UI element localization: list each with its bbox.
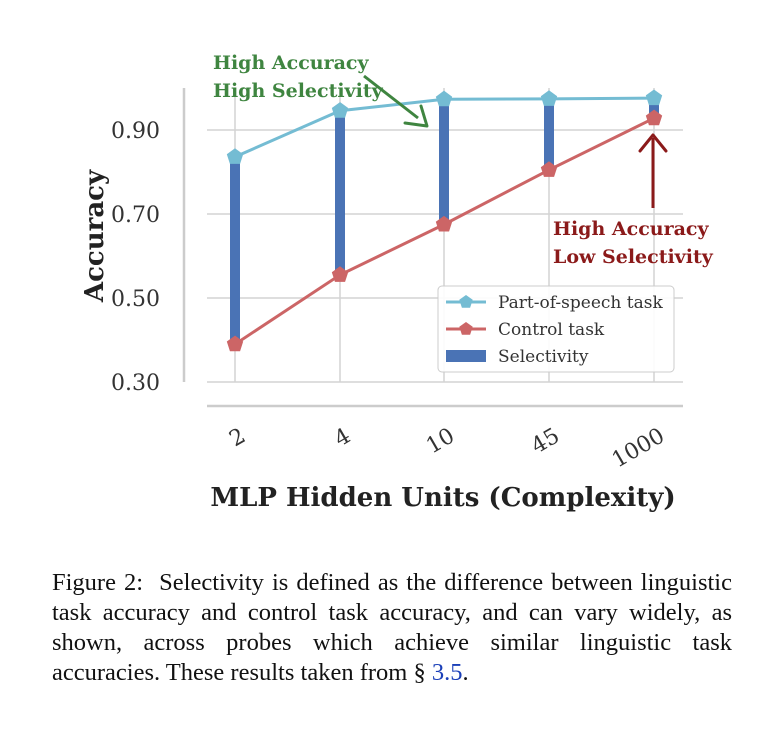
caption-label: Figure 2:	[52, 569, 144, 596]
y-tick-label-0: 0.30	[111, 371, 160, 396]
annotation-high-selectivity: High Accuracy High Selectivity	[213, 52, 429, 128]
arrow-red-head	[638, 133, 668, 153]
series-0-point-10	[435, 90, 453, 107]
annotation-low-selectivity-line2: Low Selectivity	[553, 246, 714, 268]
y-axis-title: Accuracy	[80, 169, 110, 303]
series-1-point-45	[540, 161, 558, 177]
selectivity-bar-4	[335, 110, 345, 275]
legend-box	[437, 285, 675, 373]
y-tick-label-2: 0.70	[111, 203, 160, 228]
caption-section-ref[interactable]: 3.5	[431, 659, 463, 686]
legend-swatch-selectivity	[446, 350, 486, 362]
x-tick-label-1: 4	[330, 424, 355, 453]
selectivity-bar-10	[439, 99, 449, 225]
series-0-point-2	[226, 148, 244, 164]
y-tick-label-3: 0.90	[111, 119, 160, 144]
legend-label-1: Control task	[498, 320, 605, 340]
x-tick-label-3: 45	[527, 424, 564, 460]
series-1-point-1000	[645, 109, 663, 126]
figure-caption: Figure 2: Selectivity is defined as the …	[52, 568, 732, 688]
chart-axes	[182, 88, 683, 408]
selectivity-bar-45	[544, 98, 554, 170]
series-1-point-4	[331, 266, 349, 282]
selectivity-bar-1000	[649, 98, 659, 119]
annotation-high-selectivity-line1: High Accuracy	[213, 52, 369, 74]
selectivity-bars	[230, 98, 659, 345]
series-1-point-2	[226, 335, 244, 352]
x-tick-label-0: 2	[225, 424, 250, 453]
caption-end: .	[462, 659, 469, 686]
series-0-point-45	[540, 90, 558, 106]
y-tick-label-1: 0.50	[111, 287, 160, 312]
series-0-point-1000	[645, 89, 663, 106]
x-axis-title: MLP Hidden Units (Complexity)	[210, 483, 675, 513]
arrow-green-head	[403, 104, 429, 128]
legend-marker-1	[459, 322, 473, 335]
caption-text: Selectivity is defined as the difference…	[52, 569, 732, 686]
accuracy-chart: 0.30 0.50 0.70 0.90 2 4 10 45 1000 MLP Hidden Un…	[80, 52, 714, 513]
legend-marker-0	[459, 295, 473, 308]
annotation-high-selectivity-line2: High Selectivity	[213, 80, 384, 102]
annotation-low-selectivity: High Accuracy Low Selectivity	[553, 133, 714, 268]
x-tick-label-2: 10	[422, 424, 459, 460]
legend: Part-of-speech task Control task Selectivi…	[437, 285, 675, 373]
series-0-point-4	[331, 102, 349, 118]
annotations: High Accuracy High Selectivity High Accu…	[213, 52, 714, 268]
annotation-low-selectivity-line1: High Accuracy	[553, 218, 709, 240]
series-1-point-10	[435, 215, 453, 232]
arrow-green-shaft	[363, 74, 419, 120]
series-lines	[226, 89, 663, 352]
legend-label-selectivity: Selectivity	[498, 347, 589, 367]
selectivity-bar-2	[230, 156, 240, 345]
legend-label-0: Part-of-speech task	[498, 293, 663, 313]
x-tick-label-4: 1000	[608, 424, 669, 474]
